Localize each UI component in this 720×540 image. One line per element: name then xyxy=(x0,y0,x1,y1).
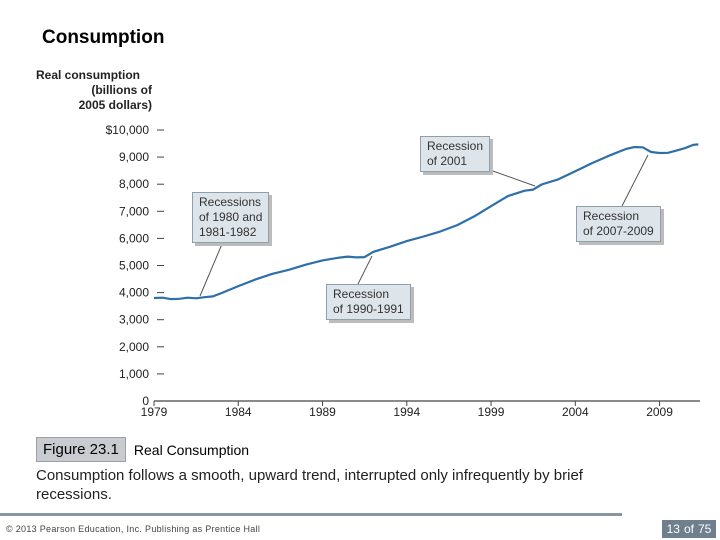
y-tick-label: 1,000 xyxy=(119,367,149,381)
annotation-line: 1981-1982 xyxy=(199,225,257,239)
annotation-leader-line xyxy=(357,255,373,285)
annotation-recession-1990-1991: Recession of 1990-1991 xyxy=(326,284,411,320)
annotation-line: Recession xyxy=(427,139,484,153)
y-axis-label: Real consumption (billions of 2005 dolla… xyxy=(36,68,152,113)
annotation-line: of 1980 and xyxy=(199,210,263,224)
page-current: 13 xyxy=(666,522,680,536)
x-tick-label: 1984 xyxy=(225,405,252,419)
page-total: 75 xyxy=(698,522,712,536)
annotation-line: of 2007-2009 xyxy=(583,224,654,238)
y-tick-label: 9,000 xyxy=(119,150,149,164)
annotation-line: Recession xyxy=(333,287,390,301)
x-tick-label: 1994 xyxy=(393,405,420,419)
annotation-recession-1980-1982: Recessions of 1980 and 1981-1982 xyxy=(192,192,270,243)
slide-title: Consumption xyxy=(42,27,165,48)
annotation-leader-line xyxy=(621,154,649,207)
figure-description: Consumption follows a smooth, upward tre… xyxy=(36,467,583,503)
x-tick-label: 1979 xyxy=(141,405,168,419)
copyright-notice: © 2013 Pearson Education, Inc. Publishin… xyxy=(6,524,261,534)
y-axis-label-line-2: (billions of xyxy=(91,83,152,97)
y-axis-label-line-1: Real consumption xyxy=(36,68,141,82)
annotation-line: Recession xyxy=(583,209,640,223)
annotation-leader-line xyxy=(199,243,223,297)
x-tick-label: 2009 xyxy=(646,405,673,419)
x-tick-label: 1989 xyxy=(309,405,336,419)
y-tick-label: 6,000 xyxy=(119,231,149,245)
y-axis-label-line-3: 2005 dollars) xyxy=(78,98,152,112)
consumption-series-line xyxy=(153,143,699,301)
figure-number: Figure 23.1 xyxy=(36,437,126,462)
x-tick-label: 2004 xyxy=(562,405,589,419)
footer-divider xyxy=(0,513,622,516)
annotation-line: of 2001 xyxy=(427,154,468,168)
figure-caption: Figure 23.1 Real Consumption xyxy=(36,437,249,462)
annotation-line: Recessions xyxy=(199,195,262,209)
x-tick-label: 1999 xyxy=(478,405,505,419)
annotation-recession-2007-2009: Recession of 2007-2009 xyxy=(576,206,661,242)
annotation-recession-2001: Recession of 2001 xyxy=(420,136,491,172)
page-of: of xyxy=(683,522,694,536)
annotation-line: of 1990-1991 xyxy=(333,302,404,316)
y-tick-label: 5,000 xyxy=(119,259,149,273)
y-tick-label: 0 xyxy=(142,394,149,408)
page-indicator: 13 of 75 xyxy=(662,520,716,538)
y-tick-label: 8,000 xyxy=(119,177,149,191)
annotation-leader-lines xyxy=(199,154,649,297)
y-tick-label: 7,000 xyxy=(119,204,149,218)
y-axis: 0 1,000 2,000 3,000 4,000 5,000 6,000 7,000 8,00… xyxy=(106,123,164,408)
figure-title: Real Consumption xyxy=(133,441,250,458)
y-tick-label: 3,000 xyxy=(119,313,149,327)
y-tick-label: 4,000 xyxy=(119,286,149,300)
y-tick-label: 2,000 xyxy=(119,340,149,354)
y-tick-label: $10,000 xyxy=(106,123,150,137)
x-axis: 1979 1984 1989 1994 1999 2004 2009 xyxy=(141,400,700,419)
annotation-leader-line xyxy=(489,169,536,187)
